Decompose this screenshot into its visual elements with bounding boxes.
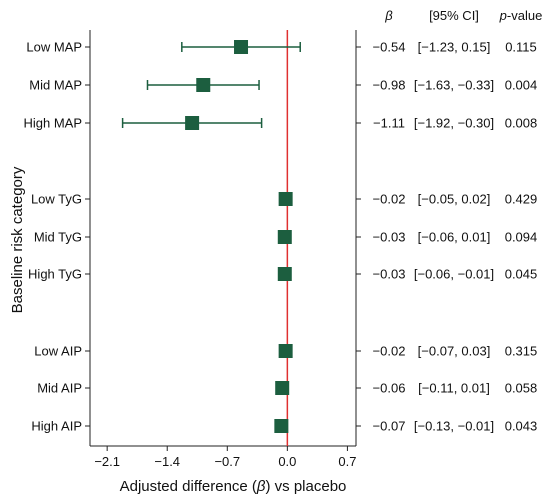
ci-header: [95% CI]: [429, 8, 479, 23]
y-axis-title: Baseline risk category: [9, 166, 26, 313]
estimate-marker: [234, 40, 249, 54]
ci-value: [−0.11, 0.01]: [418, 381, 490, 396]
estimate-marker: [277, 267, 292, 281]
estimate-marker: [278, 344, 293, 358]
category-label: Mid TyG: [34, 230, 82, 245]
beta-value: −0.02: [373, 192, 406, 207]
p-value: 0.115: [505, 40, 537, 55]
estimate-marker: [278, 192, 293, 206]
beta-value: −0.02: [373, 344, 406, 359]
beta-value: −0.06: [373, 381, 406, 396]
x-tick-label: −0.7: [214, 454, 240, 469]
ci-value: [−1.92, −0.30]: [414, 116, 494, 131]
x-tick-label: −1.4: [154, 454, 180, 469]
estimate-marker: [277, 230, 292, 244]
p-value: 0.058: [505, 381, 538, 396]
category-label: High MAP: [23, 116, 82, 131]
beta-value: −0.03: [373, 230, 406, 245]
category-label: High TyG: [28, 267, 82, 282]
x-tick-label: −2.1: [94, 454, 120, 469]
ci-value: [−0.06, −0.01]: [414, 267, 494, 282]
category-label: Mid AIP: [37, 381, 82, 396]
p-value: 0.429: [505, 192, 538, 207]
p-value-header: p-value: [499, 8, 543, 23]
p-value: 0.043: [505, 419, 538, 434]
category-label: Low AIP: [34, 344, 82, 359]
ci-value: [−1.23, 0.15]: [418, 40, 491, 55]
category-label: Low MAP: [26, 40, 82, 55]
p-value: 0.004: [505, 78, 538, 93]
ci-value: [−1.63, −0.33]: [414, 78, 494, 93]
p-value: 0.008: [505, 116, 538, 131]
beta-value: −0.07: [373, 419, 406, 434]
category-label: Low TyG: [31, 192, 82, 207]
beta-header: β: [384, 8, 393, 23]
p-value: 0.094: [505, 230, 538, 245]
ci-value: [−0.05, 0.02]: [418, 192, 491, 207]
x-tick-label: 0.7: [338, 454, 356, 469]
estimate-marker: [185, 116, 200, 130]
p-value: 0.045: [505, 267, 538, 282]
category-label: High AIP: [31, 419, 82, 434]
ci-value: [−0.06, 0.01]: [418, 230, 491, 245]
x-axis-title: Adjusted difference (β) vs placebo: [120, 478, 347, 495]
x-tick-label: 0.0: [278, 454, 296, 469]
beta-value: −0.98: [373, 78, 406, 93]
estimate-marker: [196, 78, 211, 92]
beta-value: −1.11: [373, 116, 405, 131]
ci-value: [−0.13, −0.01]: [414, 419, 494, 434]
category-label: Mid MAP: [29, 78, 82, 93]
estimate-marker: [274, 419, 289, 433]
beta-value: −0.03: [373, 267, 406, 282]
beta-value: −0.54: [373, 40, 406, 55]
ci-value: [−0.07, 0.03]: [418, 344, 491, 359]
estimate-marker: [275, 381, 290, 395]
p-value: 0.315: [505, 344, 538, 359]
